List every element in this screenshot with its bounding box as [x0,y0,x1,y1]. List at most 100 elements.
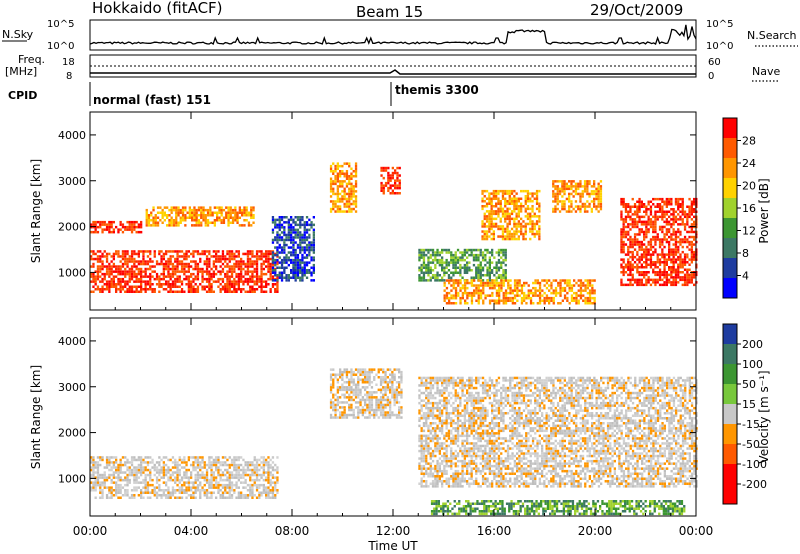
echo-cell [156,211,160,214]
echo-cell [228,496,231,499]
echo-cell [126,283,129,286]
echo-cell [357,413,360,417]
echo-cell [456,261,460,264]
echo-cell [229,211,232,214]
echo-cell [486,284,489,287]
echo-cell [158,489,161,492]
echo-cell [192,461,195,464]
echo-cell [180,280,184,283]
echo-cell [466,248,469,252]
echo-cell [128,260,131,263]
echo-cell [535,230,539,233]
echo-cell [133,456,136,459]
echo-cell [210,481,213,484]
echo-cell [398,181,401,185]
echo-cell [452,296,455,300]
echo-cell [354,170,358,173]
echo-cell [208,275,211,278]
echo-cell [504,251,507,254]
echo-cell [168,208,171,212]
echo-cell [590,210,593,213]
echo-cell [222,221,226,224]
echo-cell [443,281,446,285]
echo-cell [668,258,671,261]
echo-cell [160,250,163,253]
echo-cell [133,223,136,226]
echo-cell [108,486,111,489]
echo-cell [533,212,536,216]
echo-cell [231,211,235,214]
echo-cell [665,261,668,264]
echo-cell [566,279,569,282]
echo-cell [343,187,346,191]
echo-cell [339,182,342,186]
echo-cell [174,471,177,474]
echo-cell [345,386,349,389]
echo-cell [234,208,237,212]
echo-cell [572,195,575,198]
echo-cell [463,251,466,254]
echo-cell [283,233,286,237]
echo-cell [658,215,662,219]
echo-cell [658,245,662,249]
echo-cell [271,261,275,264]
echo-cell [187,478,190,482]
echo-cell [246,461,250,464]
echo-cell [622,230,625,234]
echo-cell [533,235,536,238]
echo-cell [133,285,136,288]
echo-cell [638,208,641,211]
echo-cell [296,261,300,264]
echo-cell [112,262,115,266]
echo-cell [140,270,143,273]
echo-cell [520,189,523,193]
echo-cell [627,205,630,208]
echo-cell [495,291,499,295]
echo-cell [267,471,270,474]
echo-cell [631,283,634,287]
echo-cell [165,250,168,253]
colorbar-swatch [723,258,737,279]
echo-cell [497,197,500,200]
echo-cell [493,279,496,282]
echo-cell [201,280,204,283]
echo-cell [221,267,225,271]
echo-cell [217,255,220,258]
echo-cell [235,481,238,484]
echo-cell [267,463,270,467]
echo-cell [267,489,270,492]
echo-cell [631,220,634,224]
echo-cell [570,294,574,297]
echo-cell [165,481,168,484]
echo-cell [308,218,311,222]
echo-cell [92,481,95,484]
echo-cell [283,271,286,274]
echo-cell [624,233,628,236]
echo-cell [677,235,680,239]
echo-cell [552,207,555,211]
echo-cell [599,195,603,198]
echo-cell [162,283,165,286]
echo-cell [459,269,462,272]
echo-cell [643,220,646,224]
echo-cell [583,202,587,206]
echo-cell [156,206,160,209]
echo-cell [92,476,95,479]
echo-cell [228,280,231,283]
echo-cell [178,468,181,472]
echo-cell [160,476,163,479]
echo-cell [249,257,252,261]
echo-cell [135,285,138,288]
echo-cell [246,255,250,258]
echo-cell [230,290,234,293]
echo-cell [165,267,168,271]
echo-cell [463,263,466,267]
echo-cell [357,370,360,374]
echo-cell [468,266,471,269]
echo-cell [597,182,600,186]
nsky-label: N.Sky [2,28,34,41]
echo-cell [245,206,248,209]
echo-cell [260,250,263,253]
echo-cell [269,466,272,469]
echo-cell [230,270,234,273]
